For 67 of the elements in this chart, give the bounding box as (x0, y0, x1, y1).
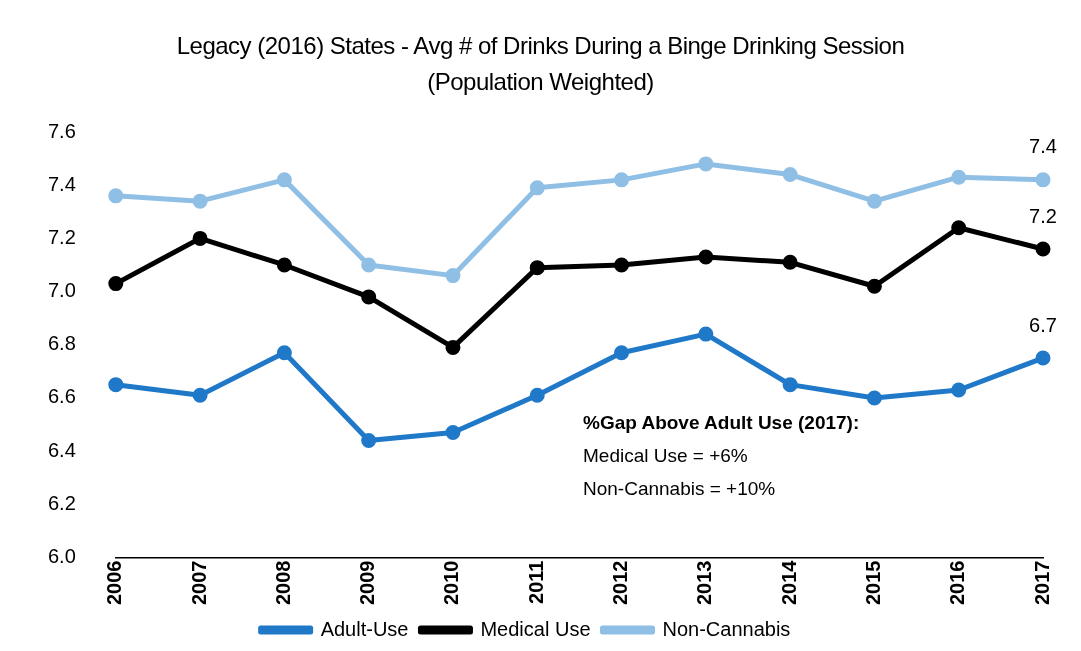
legend-label: Adult-Use (320, 617, 409, 640)
point (614, 257, 630, 273)
point (445, 339, 461, 355)
point (361, 432, 377, 448)
point (698, 249, 714, 265)
x-tick-label: 2009 (356, 560, 379, 606)
point (866, 278, 882, 294)
point (698, 156, 714, 172)
point (529, 260, 545, 276)
point (1035, 350, 1051, 366)
point (192, 230, 208, 246)
point (866, 390, 882, 406)
point (866, 193, 882, 209)
point (782, 254, 798, 270)
point (782, 377, 798, 393)
x-tick-label: 2011 (524, 560, 547, 604)
x-tick-label: 2016 (946, 560, 969, 606)
data-label: 6.7 (1029, 313, 1057, 336)
annotation: Medical Use = +6% (583, 444, 749, 468)
point (529, 387, 545, 403)
legend-label: Non-Cannabis (662, 617, 791, 640)
point (951, 382, 967, 398)
point (951, 220, 967, 236)
chart-title: Legacy (2016) States - Avg # of Drinks During a Binge Drinking Session (Population Weighted) (175, 31, 906, 95)
point (276, 257, 292, 273)
point (445, 268, 461, 284)
annotation: Non-Cannabis = +10% (583, 477, 777, 501)
point (782, 167, 798, 183)
x-tick-label: 2010 (440, 560, 463, 606)
point (361, 257, 377, 273)
point (614, 172, 630, 188)
point (445, 425, 461, 441)
point (698, 326, 714, 342)
y-tick-label: 6.4 (47, 438, 76, 461)
point (192, 193, 208, 209)
x-tick-label: 2013 (693, 560, 716, 606)
point (108, 377, 124, 393)
point (276, 172, 292, 188)
x-tick-label: 2017 (1030, 560, 1053, 606)
point (614, 345, 630, 361)
point (1035, 241, 1051, 257)
point (108, 276, 124, 292)
x-tick-label: 2007 (187, 560, 210, 606)
x-tick-label: 2008 (271, 560, 294, 606)
y-tick-label: 6.6 (47, 385, 76, 408)
y-tick-label: 6.2 (47, 491, 76, 514)
point (108, 188, 124, 204)
point (529, 180, 545, 196)
annotation: %Gap Above Adult Use (2017): (583, 411, 860, 435)
y-tick-label: 7.2 (47, 225, 76, 248)
point (276, 345, 292, 361)
y-tick-label: 6.0 (47, 545, 76, 568)
y-tick-label: 7.4 (47, 172, 76, 195)
y-tick-label: 7.6 (47, 119, 76, 142)
x-tick-label: 2006 (103, 560, 126, 606)
point (1035, 172, 1051, 188)
x-tick-label: 2012 (609, 560, 632, 606)
point (951, 169, 967, 185)
data-label: 7.2 (1029, 204, 1057, 227)
point (361, 289, 377, 305)
y-tick-label: 7.0 (47, 279, 76, 302)
x-tick-label: 2014 (777, 559, 800, 606)
y-tick-label: 6.8 (47, 332, 76, 355)
point (192, 387, 208, 403)
legend-label: Medical Use (480, 617, 591, 640)
x-tick-label: 2015 (861, 560, 884, 606)
data-label: 7.4 (1029, 135, 1057, 158)
